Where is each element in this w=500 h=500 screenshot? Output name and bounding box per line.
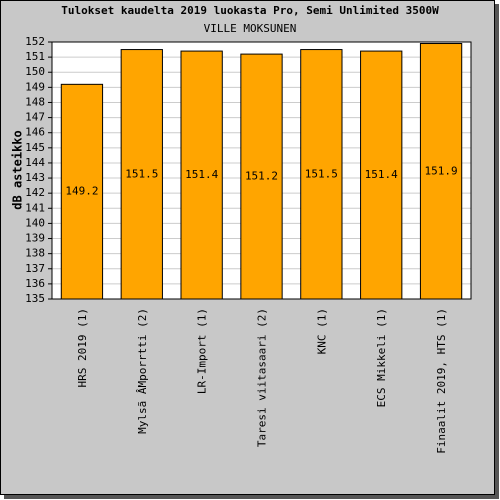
value-label: 151.5 <box>125 167 158 180</box>
y-axis-label: dB asteikko <box>11 130 25 209</box>
value-label: 151.4 <box>185 168 218 181</box>
x-tick-label: KNC (1) <box>315 308 328 354</box>
y-tick-label: 151 <box>25 50 45 63</box>
value-label: 151.2 <box>245 170 278 183</box>
y-tick-label: 137 <box>25 262 45 275</box>
y-tick-label: 149 <box>25 80 45 93</box>
chart-title: Tulokset kaudelta 2019 luokasta Pro, Sem… <box>61 4 439 17</box>
bar <box>419 43 463 300</box>
y-tick-label: 146 <box>25 126 45 139</box>
bar <box>240 53 283 300</box>
y-tick-label: 148 <box>25 95 45 108</box>
bar <box>300 49 343 300</box>
x-tick-label: Taresi viitasaari (2) <box>256 308 269 447</box>
plot-border <box>51 41 472 300</box>
y-tick-label: 139 <box>25 232 45 245</box>
y-tick-label: 145 <box>25 141 45 154</box>
value-label: 151.5 <box>305 167 338 180</box>
y-tick-label: 136 <box>25 277 45 290</box>
x-tick-label: LR-Import (1) <box>196 308 209 394</box>
y-tick-label: 143 <box>25 171 45 184</box>
y-tick-label: 144 <box>25 156 45 169</box>
y-tick-label: 147 <box>25 111 45 124</box>
chart-subtitle: VILLE MOKSUNEN <box>204 22 297 35</box>
bar <box>180 50 223 300</box>
value-label: 149.2 <box>65 185 98 198</box>
y-tick-label: 141 <box>25 201 45 214</box>
value-label: 151.9 <box>425 164 458 177</box>
bar <box>360 50 403 300</box>
y-tick-label: 142 <box>25 186 45 199</box>
bar <box>120 49 163 300</box>
y-tick-label: 140 <box>25 216 45 229</box>
x-tick-label: ECS Mikkeli (1) <box>375 308 388 407</box>
x-tick-label: HRS 2019 (1) <box>76 308 89 387</box>
y-tick-label: 135 <box>25 292 45 305</box>
x-tick-label: Mylsã ÂMporrtti (2) <box>136 308 149 434</box>
x-tick-label: Finaalit 2019, HTS (1) <box>435 308 448 454</box>
y-tick-label: 152 <box>25 35 45 48</box>
value-label: 151.4 <box>365 168 398 181</box>
y-tick-label: 150 <box>25 65 45 78</box>
y-tick-label: 138 <box>25 247 45 260</box>
